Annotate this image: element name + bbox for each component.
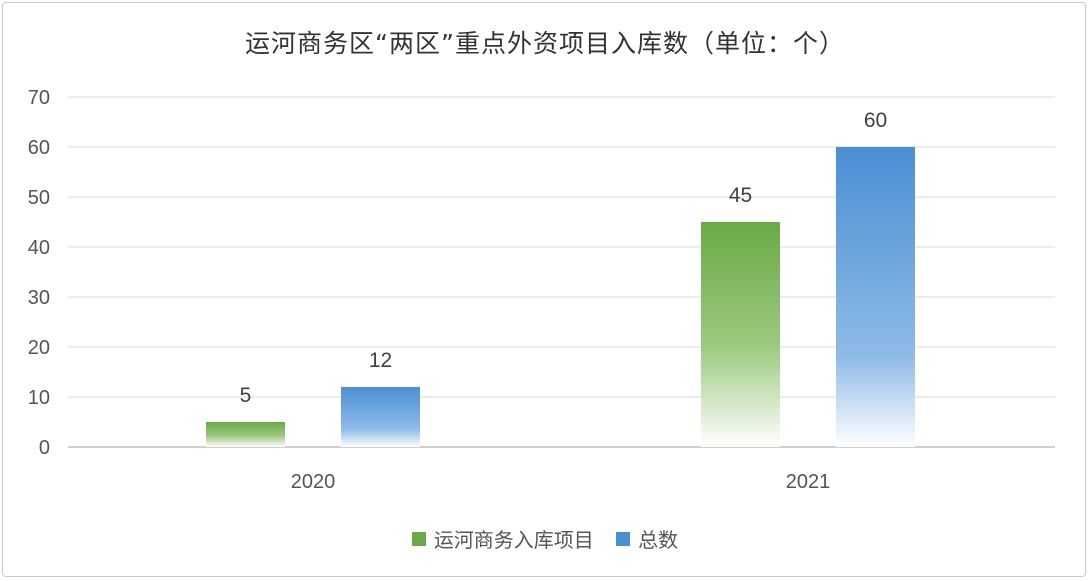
y-tick-label: 50 [28, 187, 50, 209]
legend-item-series-2: 总数 [616, 524, 678, 553]
data-label-2020-series-2: 12 [369, 349, 392, 372]
x-category-label: 2021 [786, 471, 831, 493]
bar-2020-series-2 [341, 387, 420, 447]
legend-swatch-green [411, 531, 426, 546]
y-tick-label: 30 [28, 287, 50, 309]
legend-item-series-1: 运河商务入库项目 [411, 524, 594, 553]
y-tick-label: 10 [28, 387, 50, 409]
y-tick-label: 70 [28, 87, 50, 109]
bar-2020-series-1 [206, 422, 285, 447]
chart-title: 运河商务区“两区”重点外资项目入库数（单位：个） [245, 29, 845, 58]
data-label-2021-series-2: 60 [864, 109, 887, 132]
data-label-2020-series-1: 5 [240, 384, 252, 407]
bar-2021-series-2 [836, 147, 915, 447]
chart-legend: 运河商务入库项目 总数 [0, 524, 1090, 553]
x-category-label: 2020 [291, 471, 336, 493]
bar-2021-series-1 [701, 222, 780, 447]
y-tick-label: 60 [28, 137, 50, 159]
legend-label-series-2: 总数 [638, 528, 679, 552]
legend-label-series-1: 运河商务入库项目 [433, 528, 594, 552]
y-tick-label: 0 [39, 437, 50, 459]
y-tick-label: 40 [28, 237, 50, 259]
legend-swatch-blue [616, 531, 631, 546]
data-label-2021-series-1: 45 [729, 184, 752, 207]
y-tick-label: 20 [28, 337, 50, 359]
